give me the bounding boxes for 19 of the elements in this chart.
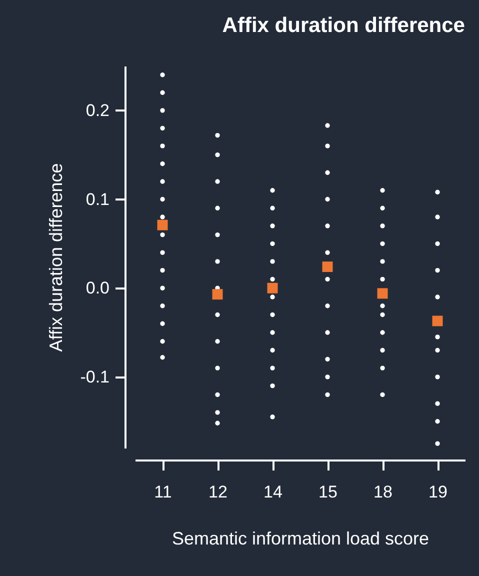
x-tick-label: 11 [154,482,172,502]
chart-title: Affix duration difference [222,14,465,37]
point [322,262,333,272]
y-tick-label: 0.2 [86,100,110,120]
point [212,289,223,300]
point [157,220,168,230]
point [267,282,278,294]
y-tick-label: -0.1 [80,367,110,386]
x-axis-title: Semantic information load score [172,528,430,548]
y-axis-title: Affix duration difference [46,163,66,352]
y-tick-label: 0.0 [86,278,110,298]
x-tick-label: 18 [374,482,392,502]
x-tick-label: 14 [264,482,282,502]
point [432,316,443,326]
x-tick-label: 12 [208,482,228,502]
point [377,288,388,299]
y-tick-label: 0.1 [86,190,110,209]
x-tick-label: 19 [428,482,448,502]
x-tick-label: 15 [318,482,338,502]
